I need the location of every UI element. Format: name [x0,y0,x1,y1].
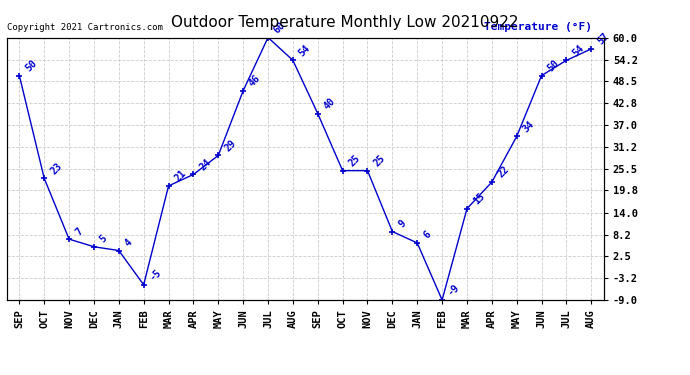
Text: 15: 15 [471,191,486,207]
Text: Outdoor Temperature Monthly Low 20210922: Outdoor Temperature Monthly Low 20210922 [171,15,519,30]
Text: 34: 34 [521,119,536,134]
Text: 57: 57 [595,32,611,47]
Text: 21: 21 [172,168,188,184]
Text: 9: 9 [397,218,408,229]
Text: 6: 6 [422,230,433,241]
Text: 23: 23 [48,161,63,176]
Text: 5: 5 [98,233,109,244]
Text: Copyright 2021 Cartronics.com: Copyright 2021 Cartronics.com [7,23,163,32]
Text: 46: 46 [247,73,263,88]
Text: 54: 54 [571,43,586,58]
Text: 29: 29 [222,138,238,153]
Text: 4: 4 [123,237,134,248]
Text: -9: -9 [446,282,462,298]
Text: 22: 22 [496,165,511,180]
Text: 25: 25 [347,153,362,168]
Text: Temperature (°F): Temperature (°F) [484,22,592,32]
Text: 50: 50 [23,58,39,74]
Text: -5: -5 [148,267,164,283]
Text: 40: 40 [322,96,337,111]
Text: 25: 25 [372,153,387,168]
Text: 60: 60 [272,20,288,35]
Text: 7: 7 [73,226,84,237]
Text: 54: 54 [297,43,313,58]
Text: 50: 50 [546,58,561,74]
Text: 24: 24 [197,157,213,172]
